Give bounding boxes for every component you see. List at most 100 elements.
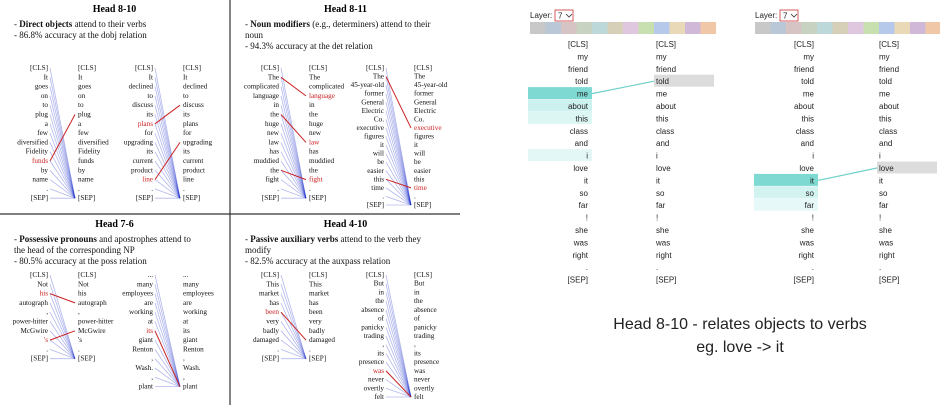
token-right: .	[78, 345, 80, 353]
attention-line	[280, 302, 307, 359]
bullet-dash: -	[14, 30, 20, 40]
token-left: i	[812, 152, 814, 161]
attention-line	[280, 330, 307, 359]
layer-value[interactable]: 7	[558, 12, 563, 21]
token-right: plant	[183, 383, 197, 391]
bullet-dash: -	[245, 234, 251, 244]
token-right: fight	[309, 176, 323, 184]
token-left: overtly	[364, 384, 385, 392]
head-swatch	[817, 22, 833, 34]
token-right: class	[656, 127, 674, 136]
token-left: huge	[265, 120, 279, 128]
token-left: few	[37, 129, 49, 137]
token-left: market	[259, 290, 279, 298]
token-right: autograph	[78, 299, 107, 307]
token-left: the	[375, 297, 384, 305]
token-right: love	[879, 164, 894, 173]
attention-line-red	[385, 76, 412, 129]
attention-line	[280, 132, 307, 199]
token-right: [CLS]	[78, 64, 96, 72]
attention-line	[385, 144, 412, 206]
attention-line	[385, 309, 412, 398]
token-right: told	[879, 77, 892, 86]
token-right: [SEP]	[78, 355, 95, 363]
token-left: [CLS]	[30, 271, 48, 279]
token-right: ,	[414, 341, 416, 349]
token-left: at	[148, 318, 153, 326]
attention-line	[154, 358, 181, 387]
token-left: .	[277, 345, 279, 353]
token-left: !	[812, 214, 814, 223]
token-right: time	[414, 184, 427, 192]
attention-line	[280, 114, 307, 199]
token-left: Electric	[362, 107, 384, 115]
token-right: the	[309, 111, 318, 119]
token-right: giant	[183, 336, 197, 344]
token-right: about	[879, 102, 900, 111]
token-left: far	[805, 201, 815, 210]
token-right: overtly	[414, 384, 435, 392]
token-left: this	[374, 175, 385, 183]
token-right: it	[414, 141, 418, 149]
token-left: [SEP]	[262, 194, 279, 202]
token-right: [SEP]	[183, 194, 200, 202]
token-right: i	[656, 152, 658, 161]
attention-line	[385, 301, 412, 398]
token-right: !	[879, 214, 881, 223]
token-left: .	[277, 185, 279, 193]
layer-select[interactable]	[554, 9, 574, 22]
token-right: power-hitter	[78, 318, 114, 326]
attention-line	[49, 105, 76, 199]
bullet-text: and apostrophes attend to the head of th…	[14, 234, 191, 255]
token-right: absence	[414, 306, 437, 314]
token-left: easier	[367, 167, 384, 175]
token-left: its	[146, 111, 153, 119]
token-left: me	[577, 90, 589, 99]
token-right: [CLS]	[309, 271, 327, 279]
attention-line	[49, 293, 76, 359]
token-shade	[754, 186, 818, 199]
token-left: [CLS]	[261, 64, 279, 72]
token-right: ,	[183, 355, 185, 363]
token-left: line	[142, 176, 153, 184]
layer-value[interactable]: 7	[783, 12, 788, 21]
token-shade	[754, 173, 818, 186]
attention-line	[154, 376, 181, 387]
token-right: of	[414, 315, 421, 323]
attention-line	[154, 132, 181, 199]
head-swatch	[770, 22, 786, 34]
attention-line-red	[280, 169, 307, 181]
token-right: his	[78, 290, 87, 298]
token-left: autograph	[19, 299, 48, 307]
token-left: figures	[364, 133, 384, 141]
token-left: are	[144, 299, 153, 307]
attention-line	[280, 67, 307, 199]
token-left: .	[46, 345, 48, 353]
attention-line	[154, 86, 181, 199]
token-right: !	[656, 214, 658, 223]
token-right: i	[879, 152, 881, 161]
token-left: its	[377, 349, 384, 357]
attention-line-red	[154, 142, 181, 180]
token-right: former	[414, 90, 434, 98]
head-swatch	[848, 22, 864, 34]
token-right: friend	[656, 65, 676, 74]
attention-line	[385, 153, 412, 206]
token-left: ...	[148, 271, 154, 279]
token-right: The	[414, 73, 425, 81]
attention-line	[154, 302, 181, 387]
token-right: [SEP]	[656, 276, 676, 285]
select-caret	[790, 13, 798, 18]
attention-line	[385, 76, 412, 206]
token-left: so	[806, 189, 815, 198]
panel-title: Head 8-11	[324, 4, 367, 15]
token-left: far	[579, 201, 589, 210]
token-left: .	[151, 185, 153, 193]
head-swatch	[592, 22, 608, 34]
attention-line-red	[385, 178, 412, 189]
token-right: diversified	[78, 138, 109, 146]
token-left: [CLS]	[366, 64, 384, 72]
token-right: it	[879, 176, 884, 185]
layer-select[interactable]	[779, 9, 799, 22]
